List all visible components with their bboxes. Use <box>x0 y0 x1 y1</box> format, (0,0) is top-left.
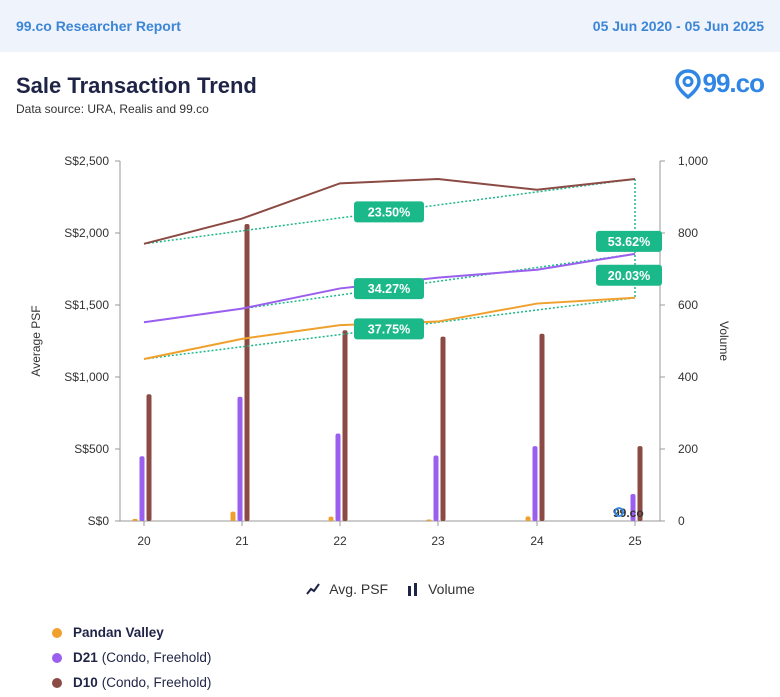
right-tick-label: 0 <box>678 514 685 528</box>
end-badge: 53.62% <box>608 235 650 249</box>
report-header-bar: 99.co Researcher Report 05 Jun 2020 - 05… <box>0 0 780 52</box>
left-tick-label: S$500 <box>74 442 109 456</box>
trend-badge-bg <box>354 278 424 300</box>
left-tick-label: S$0 <box>88 514 110 528</box>
volume-bar <box>328 516 334 521</box>
legend-series-detail: (Condo, Freehold) <box>101 675 212 690</box>
x-tick-label: 20 <box>137 534 151 548</box>
volume-bar <box>426 519 432 521</box>
bar-chart-icon <box>408 583 418 596</box>
right-axis-title: Volume <box>717 321 731 361</box>
volume-bar <box>440 336 446 521</box>
trend-line <box>143 297 636 360</box>
logo-text: 99.co <box>702 68 765 98</box>
left-tick-label: S$1,000 <box>64 370 109 384</box>
trend-line <box>143 178 636 245</box>
volume-bar <box>433 455 439 521</box>
left-tick-label: S$1,500 <box>64 298 109 312</box>
volume-bar <box>237 396 243 521</box>
volume-bar <box>335 433 341 521</box>
location-pin-icon <box>674 68 701 99</box>
right-tick-label: 400 <box>678 370 698 384</box>
left-tick-label: S$2,500 <box>64 154 109 168</box>
end-badge-bg <box>596 264 662 286</box>
end-badge-bg <box>596 230 662 252</box>
legend-series-name: D21 <box>73 650 98 665</box>
line-chart-icon <box>306 583 321 595</box>
date-range: 05 Jun 2020 - 05 Jun 2025 <box>592 18 764 34</box>
legend-series-name: D10 <box>73 675 98 690</box>
legend-item-d21: D21 (Condo, Freehold) <box>52 645 211 670</box>
x-tick-label: 22 <box>333 534 347 548</box>
legend-item-pandan-valley: Pandan Valley <box>52 620 211 645</box>
legend-dot <box>52 627 62 638</box>
volume-bar <box>342 330 348 521</box>
data-source: Data source: URA, Realis and 99.co <box>16 102 209 116</box>
volume-bar <box>532 446 538 521</box>
right-tick-label: 600 <box>678 298 698 312</box>
trend-badge-bg <box>354 201 424 223</box>
x-tick-label: 23 <box>431 534 445 548</box>
volume-bar <box>525 516 531 521</box>
series-legend: Pandan Valley D21 (Condo, Freehold) D10 … <box>52 620 211 695</box>
legend-volume[interactable]: Volume <box>406 581 475 597</box>
trend-badge-bg <box>354 318 424 340</box>
x-tick-label: 25 <box>628 534 642 548</box>
legend-dot <box>52 652 62 663</box>
psf-line <box>143 177 636 245</box>
end-badge: 20.03% <box>608 269 650 283</box>
legend-item-d10: D10 (Condo, Freehold) <box>52 670 211 695</box>
volume-bar <box>146 394 152 521</box>
x-tick-label: 21 <box>235 534 249 548</box>
legend-dot <box>52 677 62 688</box>
report-label: 99.co Researcher Report <box>16 18 181 34</box>
volume-bar <box>230 511 236 521</box>
left-axis-title: Average PSF <box>29 305 43 376</box>
left-tick-label: S$2,000 <box>64 226 109 240</box>
x-tick-label: 24 <box>530 534 544 548</box>
right-tick-label: 1,000 <box>678 154 708 168</box>
watermark-pin-icon <box>614 507 624 517</box>
volume-bar <box>637 446 643 521</box>
trend-line <box>143 253 636 324</box>
legend-avg-psf[interactable]: Avg. PSF <box>305 581 388 597</box>
volume-bar <box>139 456 145 521</box>
page-title: Sale Transaction Trend <box>16 73 257 98</box>
volume-bar <box>539 333 545 521</box>
right-tick-label: 200 <box>678 442 698 456</box>
volume-bar <box>630 494 636 521</box>
brand-logo: 99.co <box>674 68 765 99</box>
title-section: Sale Transaction Trend Data source: URA,… <box>0 52 780 122</box>
volume-bar <box>132 518 138 521</box>
legend-avg-psf-label: Avg. PSF <box>329 581 389 597</box>
legend-volume-label: Volume <box>428 581 475 597</box>
sale-transaction-chart: S$0 S$500 S$1,000 S$1,500 S$2,000 S$2,500 0 200… <box>29 154 731 548</box>
legend-series-detail: (Condo, Freehold) <box>101 650 212 665</box>
trend-badge: 37.75% <box>368 322 410 336</box>
chart-legend: Avg. PSF Volume <box>0 581 780 597</box>
legend-series-name: Pandan Valley <box>73 625 164 640</box>
right-tick-label: 800 <box>678 226 698 240</box>
volume-bar <box>244 224 250 521</box>
trend-badge: 34.27% <box>368 282 410 296</box>
trend-badge: 23.50% <box>368 205 410 219</box>
